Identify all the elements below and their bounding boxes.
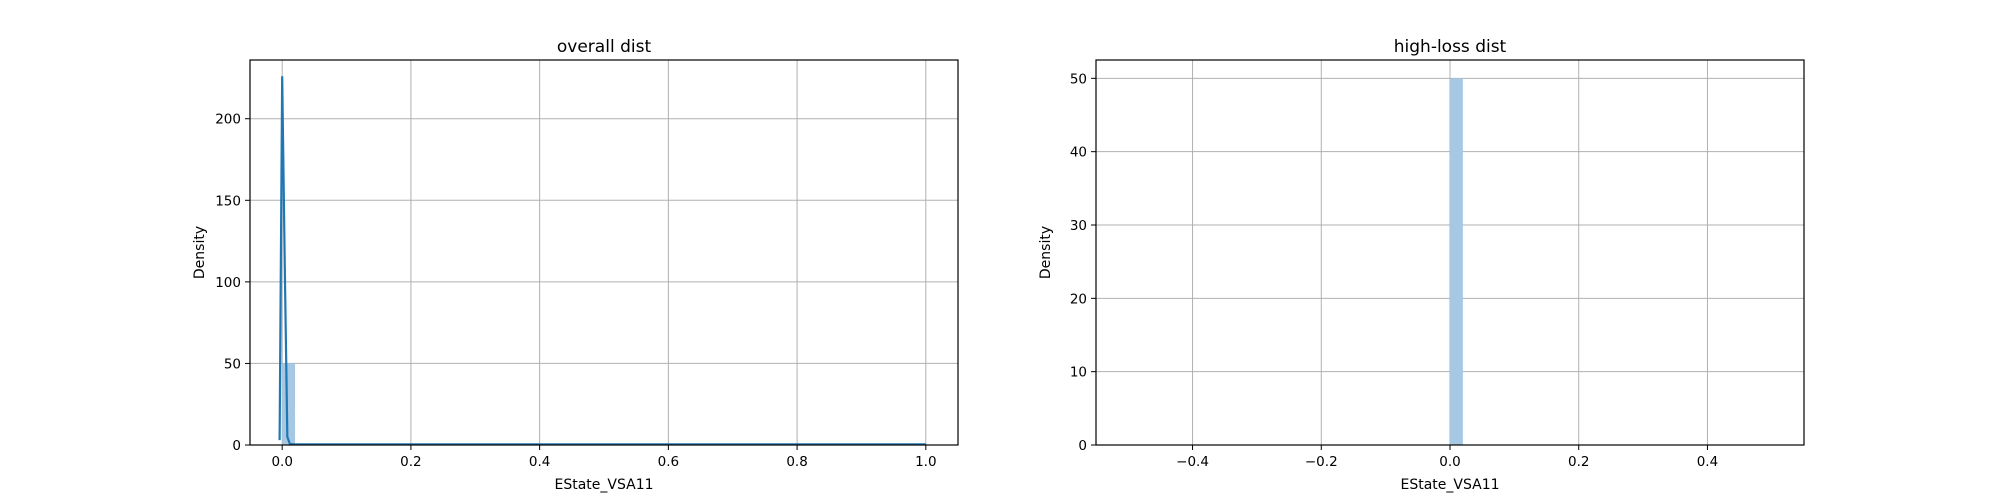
chart-1: 0.0 0.2 0.4 0.6 0.8 1.0 0 50 100 150 200 overall di… — [192, 37, 959, 493]
histogram-bar — [1450, 78, 1463, 445]
chart-title: overall dist — [557, 37, 652, 57]
axes-frame — [249, 59, 959, 446]
y-axis-label: Density — [192, 226, 208, 279]
y-tick-label: 40 — [1070, 145, 1087, 161]
x-axis-label: EState_VSA11 — [1400, 477, 1499, 493]
y-tick-label: 20 — [1070, 291, 1087, 307]
chart-title: high-loss dist — [1394, 37, 1507, 57]
chart-2: −0.4 −0.2 0.0 0.2 0.4 0 10 20 30 40 50 high-loss di… — [1038, 37, 1805, 493]
y-tick-label: 200 — [215, 112, 241, 128]
y-tick-label: 0 — [1078, 438, 1087, 454]
kde-line — [278, 76, 926, 446]
histogram-bar — [282, 363, 296, 445]
x-axis-label: EState_VSA11 — [554, 477, 653, 493]
y-tick-label: 50 — [1070, 71, 1087, 87]
y-axis-label: Density — [1038, 226, 1054, 279]
x-tick-label: −0.2 — [1305, 454, 1338, 470]
x-tick-label: 0.2 — [1568, 454, 1589, 470]
x-tick-label: 0.4 — [1697, 454, 1718, 470]
x-tick-label: 0.4 — [529, 454, 550, 470]
x-tick-label: 0.6 — [658, 454, 679, 470]
x-tick-label: 0.8 — [786, 454, 807, 470]
x-tick-label: −0.4 — [1176, 454, 1209, 470]
y-tick-label: 30 — [1070, 218, 1087, 234]
x-tick-label: 0.0 — [271, 454, 292, 470]
y-tick-label: 50 — [224, 356, 241, 372]
y-tick-label: 0 — [232, 438, 241, 454]
x-tick-label: 0.2 — [400, 454, 421, 470]
y-tick-label: 150 — [215, 193, 241, 209]
y-tick-label: 10 — [1070, 365, 1087, 381]
y-tick-label: 100 — [215, 275, 241, 291]
x-tick-label: 0.0 — [1439, 454, 1460, 470]
x-tick-label: 1.0 — [915, 454, 936, 470]
